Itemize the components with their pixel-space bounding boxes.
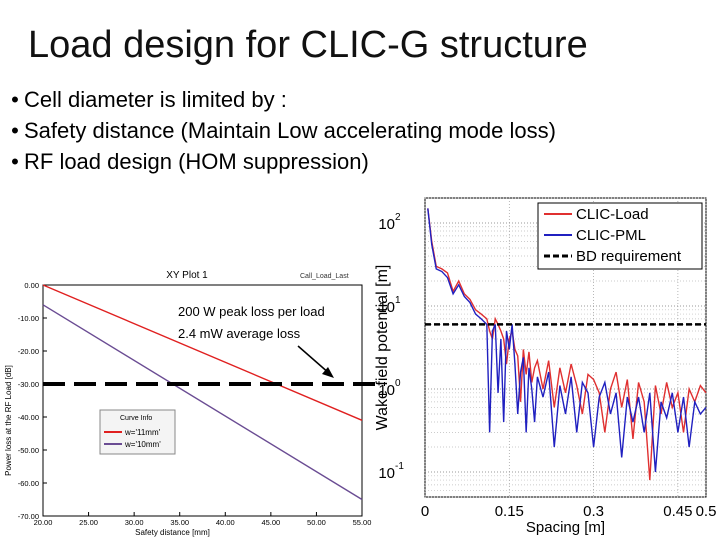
y-tick-exponent: 1 [395,295,401,306]
x-tick-label: 20.00 [34,518,53,527]
series-line [427,208,707,481]
x-tick-label: 0.45 [663,503,692,520]
bullet-list: • Cell diameter is limited by : • Safety d… [6,84,556,177]
x-tick-label: 55.00 [353,518,372,527]
y-tick-label: -70.00 [18,512,39,521]
arrow-head-icon [322,367,334,378]
bullet-item: • Cell diameter is limited by : [6,84,556,115]
plot-title: XY Plot 1 [166,270,208,281]
bullet-text: Safety distance (Maintain Low accelerati… [24,118,556,143]
bullet-dot-icon: • [11,118,19,143]
y-tick-label: 10 [378,382,395,399]
y-tick-label: -40.00 [18,413,39,422]
x-tick-label: 30.00 [125,518,144,527]
bullet-text: RF load design (HOM suppression) [24,149,369,174]
x-tick-label: 0.5 [696,503,717,520]
y-axis-label: Wake field potential [m] [374,265,391,431]
x-tick-label: 40.00 [216,518,235,527]
bullet-text: Cell diameter is limited by : [24,87,287,112]
annotation-line: 200 W peak loss per load [178,304,325,319]
y-tick-exponent: 2 [395,212,401,223]
x-tick-label: 45.00 [261,518,280,527]
x-tick-label: 25.00 [79,518,98,527]
y-tick-label: 10 [378,465,395,482]
legend-label: CLIC-PML [576,227,646,244]
y-tick-label: -60.00 [18,479,39,488]
x-axis-label: Safety distance [mm] [135,528,210,537]
legend-label: w='11mm' [124,428,161,437]
legend-label: w='10mm' [124,440,161,449]
x-tick-label: 0 [421,503,429,520]
legend-label: BD requirement [576,248,682,265]
bullet-item: • Safety distance (Maintain Low accelerat… [6,115,556,146]
bullet-dot-icon: • [11,87,19,112]
y-tick-label: -10.00 [18,314,39,323]
bullet-item: • RF load design (HOM suppression) [6,146,556,177]
y-tick-exponent: -1 [395,461,404,472]
y-axis-label: Power loss at the RF Load [dB] [4,365,13,476]
bullet-dot-icon: • [11,149,19,174]
y-tick-label: -20.00 [18,347,39,356]
legend-label: CLIC-Load [576,206,649,223]
y-tick-label: 10 [378,216,395,233]
series-line [42,304,363,501]
y-tick-exponent: 0 [395,378,401,389]
annotation-line: 2.4 mW average loss [178,326,301,341]
y-tick-label: 10 [378,299,395,316]
slide-title: Load design for CLIC-G structure [28,24,588,66]
plot-area [42,284,363,517]
series-line [42,284,363,421]
y-tick-label: -50.00 [18,446,39,455]
annotation-arrow [297,345,331,375]
series-line [427,208,707,473]
y-tick-label: 0.00 [24,281,39,290]
x-tick-label: 0.15 [495,503,524,520]
x-tick-label: 50.00 [307,518,326,527]
x-axis-label: Spacing [m] [526,519,605,536]
y-tick-label: -30.00 [18,380,39,389]
x-tick-label: 35.00 [170,518,189,527]
x-tick-label: 0.3 [583,503,604,520]
header-note: Call_Load_Last [300,273,349,280]
legend-title: Curve Info [120,415,152,422]
